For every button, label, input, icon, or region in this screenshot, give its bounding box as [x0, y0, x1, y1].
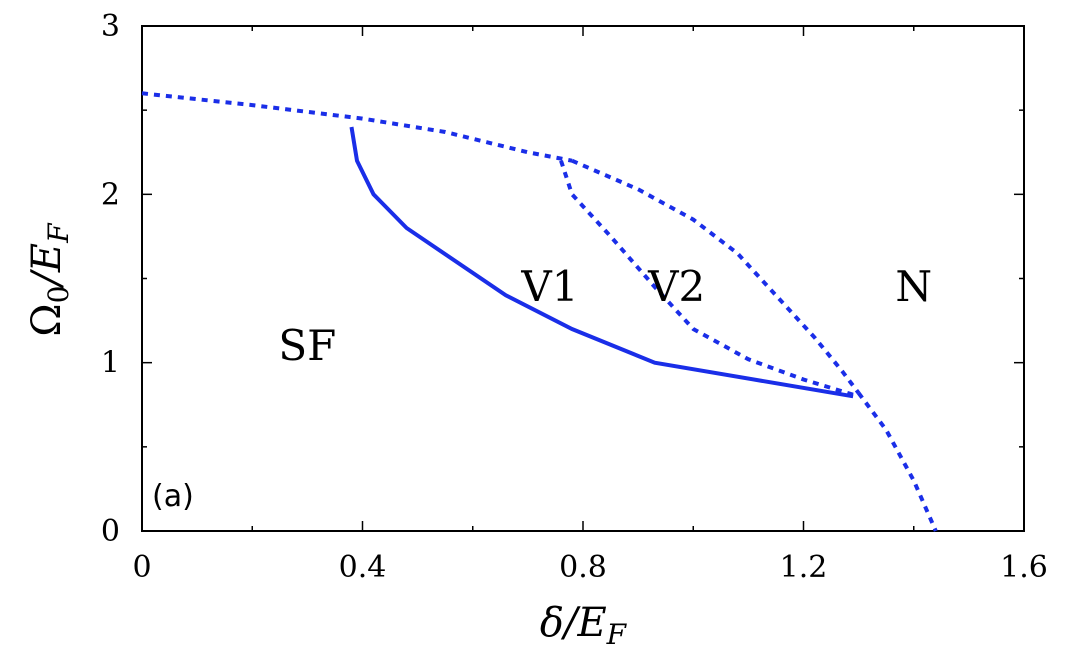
y-tick-label: 2 — [101, 177, 120, 212]
y-tick-label: 1 — [101, 346, 120, 381]
region-label-sf: SF — [278, 321, 336, 370]
x-tick-label: 0.4 — [339, 550, 387, 585]
dotted-boundary-line-1 — [571, 158, 861, 395]
dotted-boundary-line-3 — [559, 160, 860, 399]
x-axis-label: δ/EF — [540, 600, 628, 650]
tick-labels: 0 0.4 0.8 1.2 1.6 0 1 2 3 — [101, 9, 1048, 585]
panel-label: (a) — [152, 479, 194, 514]
x-tick-label: 0 — [132, 550, 151, 585]
axis-ticks — [141, 25, 1025, 532]
y-axis-label-omega: Ω — [24, 303, 70, 336]
x-axis-label-sub: F — [606, 618, 628, 650]
dotted-boundary-line-0 — [141, 91, 573, 163]
region-label-v1: V1 — [520, 262, 578, 311]
x-tick-label: 0.8 — [559, 550, 607, 585]
region-labels: SF V1 V2 N — [278, 262, 932, 370]
plot-frame — [141, 25, 1025, 532]
region-label-n: N — [895, 262, 932, 311]
x-tick-label: 1.2 — [780, 550, 828, 585]
x-axis-label-main: δ/E — [540, 600, 607, 646]
dotted-boundary-line-2 — [856, 391, 938, 532]
series-group — [141, 91, 938, 532]
y-tick-label: 3 — [101, 9, 120, 44]
x-tick-label: 1.6 — [1000, 550, 1048, 585]
y-axis-label-sub: F — [42, 222, 75, 244]
solid-boundary-line-4 — [349, 126, 854, 399]
y-tick-label: 0 — [101, 514, 120, 549]
region-label-v2: V2 — [647, 262, 705, 311]
y-axis-label: Ω0/EF — [24, 222, 75, 337]
y-axis-label-sub0: 0 — [42, 286, 75, 304]
y-axis-label-mid: /E — [24, 243, 70, 290]
